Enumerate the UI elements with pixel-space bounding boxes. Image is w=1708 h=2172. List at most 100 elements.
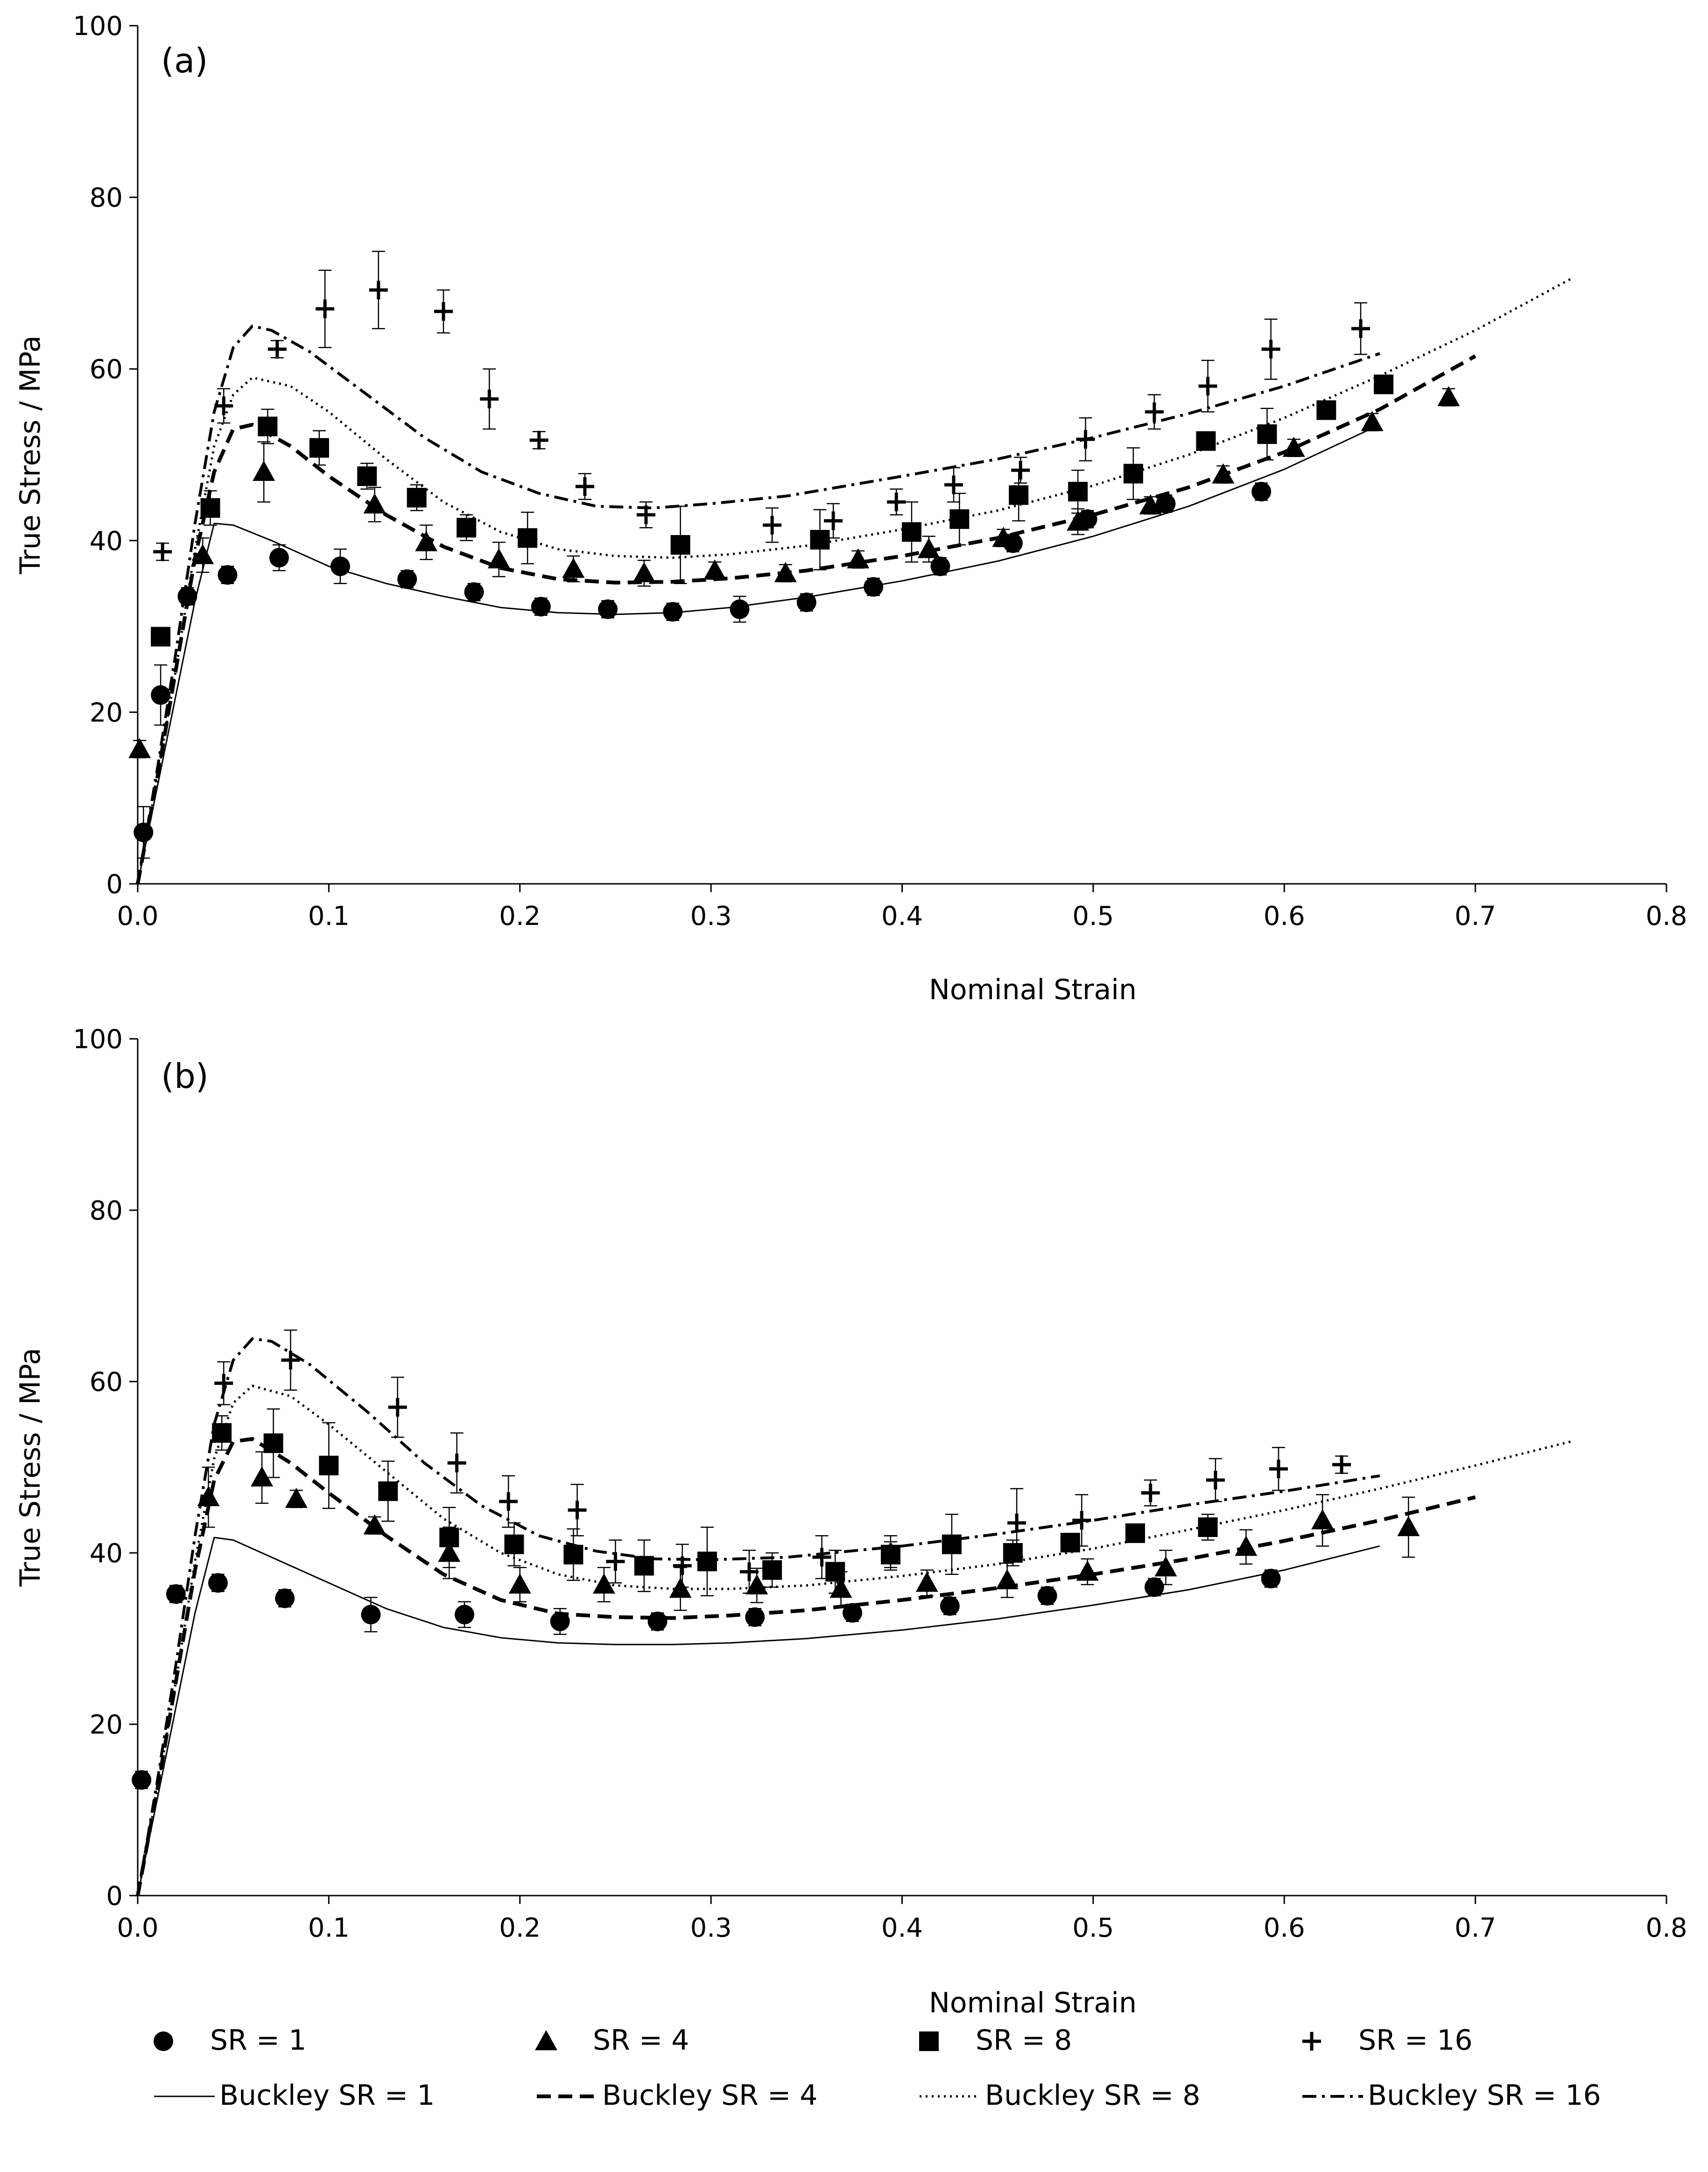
y-tick-label: 20: [90, 698, 123, 728]
x-tick-label: 0.8: [1645, 1913, 1687, 1943]
data-point: [774, 562, 797, 582]
x-tick-label: 0.5: [1072, 901, 1114, 931]
legend-label: SR = 16: [1358, 2024, 1473, 2057]
data-point: [1397, 1516, 1420, 1537]
legend-item: Buckley SR = 4: [537, 2079, 817, 2112]
data-point: [464, 582, 484, 602]
data-point: [1068, 482, 1088, 502]
data-point: [1251, 482, 1272, 502]
data-point: [1261, 339, 1280, 359]
panel-a: 0 20 40 60 80 100 0.0 0.1 0.2 0.3 0.4 0.5 0.6 0.7 0.8 N…: [14, 11, 1687, 1006]
data-point: [1123, 464, 1143, 484]
x-tick-label: 0.7: [1455, 901, 1496, 931]
data-point: [996, 1569, 1019, 1589]
data-point: [575, 477, 594, 496]
y-axis-title: True Stress / MPa: [14, 335, 47, 574]
data-point: [598, 599, 618, 619]
data-point: [529, 430, 548, 450]
data-point: [763, 515, 782, 535]
data-point: [1332, 1455, 1351, 1474]
data-point: [1196, 431, 1216, 451]
model-curve-dotted: [136, 1384, 1571, 1896]
legend-item: SR = 4: [535, 2024, 689, 2057]
data-point: [1003, 1543, 1023, 1563]
data-point: [457, 518, 477, 538]
data-point: [191, 544, 214, 564]
data-point: [1154, 1556, 1177, 1577]
data-point: [1374, 374, 1394, 395]
y-tick-label: 40: [90, 526, 123, 557]
legend-marker-circle: [154, 2031, 173, 2051]
x-tick-label: 0.3: [690, 1913, 732, 1943]
y-axis-title: True Stress / MPa: [14, 1348, 47, 1587]
data-point: [214, 396, 233, 416]
data-point: [1212, 463, 1235, 484]
x-tick-label: 0.3: [690, 901, 732, 931]
data-point: [740, 1562, 759, 1581]
y-tick-label: 80: [90, 183, 123, 213]
data-point: [388, 1398, 407, 1417]
x-axis-title: Nominal Strain: [929, 973, 1137, 1006]
data-point: [275, 1588, 295, 1608]
model-curve-dashed: [136, 354, 1476, 884]
data-point: [949, 509, 970, 529]
data-point: [1437, 386, 1460, 407]
model-curve-dotted: [136, 277, 1572, 884]
data-point: [1007, 1513, 1026, 1532]
series-triangle: [197, 1451, 1420, 1611]
y-tick-label: 40: [90, 1538, 123, 1569]
data-point: [1139, 494, 1162, 515]
data-point: [439, 1527, 459, 1547]
data-point: [917, 538, 940, 558]
data-point: [177, 586, 197, 606]
data-point: [881, 1544, 900, 1562]
legend-marker-triangle: [535, 2030, 557, 2051]
data-point: [1072, 1511, 1091, 1530]
data-point: [316, 299, 335, 318]
y-tick-label: 20: [90, 1710, 123, 1740]
data-point: [930, 556, 950, 576]
data-point: [636, 505, 655, 524]
data-point: [1316, 400, 1336, 420]
data-point: [1156, 494, 1176, 514]
x-tick-label: 0.6: [1264, 1913, 1305, 1943]
data-point: [1235, 1536, 1258, 1556]
x-tick-label: 0.1: [308, 901, 350, 931]
data-point: [697, 1551, 717, 1572]
data-point: [1269, 1460, 1288, 1479]
series-circle: [134, 482, 1272, 859]
data-point: [843, 1603, 863, 1623]
data-point: [407, 487, 427, 508]
x-tick-label: 0.7: [1455, 1913, 1496, 1943]
data-point: [1141, 1483, 1160, 1502]
data-point: [745, 1574, 768, 1594]
legend-item: Buckley SR = 16: [1302, 2079, 1601, 2112]
data-point: [915, 1572, 938, 1592]
data-point: [1351, 319, 1370, 338]
legend-label: Buckley SR = 4: [602, 2079, 817, 2112]
data-point: [212, 1423, 232, 1443]
data-point: [269, 548, 289, 568]
data-point: [1009, 485, 1029, 505]
data-point: [1257, 424, 1277, 444]
data-point: [361, 1605, 381, 1625]
series-square: [151, 374, 1394, 647]
x-tick-label: 0.2: [499, 901, 541, 931]
data-point: [480, 389, 499, 409]
y-tick-label: 0: [106, 869, 123, 900]
data-point: [258, 416, 278, 437]
series-circle: [132, 1569, 1281, 1790]
data-point: [1311, 1509, 1334, 1530]
data-point: [1145, 402, 1164, 422]
data-point: [992, 527, 1015, 547]
data-point: [151, 685, 171, 705]
data-point: [703, 559, 726, 580]
x-tick-label: 0.6: [1264, 901, 1305, 931]
data-point: [633, 562, 655, 582]
series-plus: [153, 251, 1370, 561]
legend-item: Buckley SR = 8: [920, 2079, 1200, 2112]
data-point: [508, 1573, 531, 1594]
legend: SR = 1 SR = 4 SR = 8 SR = 16 Buckley SR = 1 B…: [154, 2024, 1601, 2112]
data-point: [1282, 437, 1305, 457]
